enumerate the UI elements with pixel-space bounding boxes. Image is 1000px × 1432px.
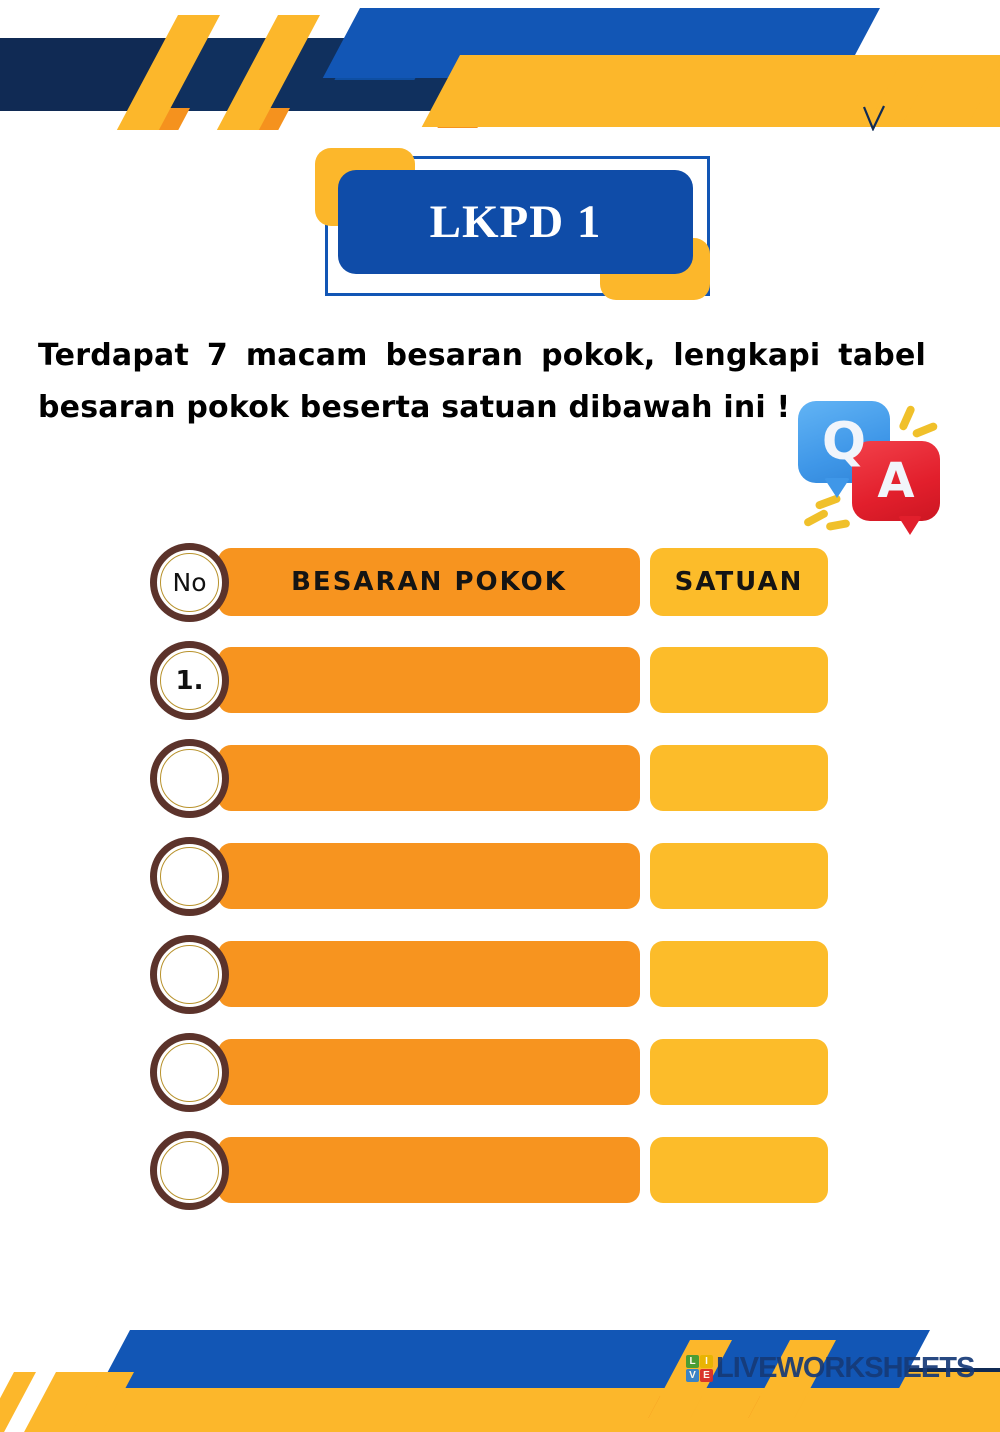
unit-answer-field[interactable] (650, 1039, 828, 1105)
page-title: LKPD 1 (429, 196, 602, 248)
quantity-answer-field[interactable] (218, 647, 640, 713)
title-badge: LKPD 1 (310, 148, 715, 300)
besaran-pokok-table: No BESARAN POKOK SATUAN 1. (150, 543, 828, 1229)
header-unit-label: SATUAN (674, 567, 804, 597)
qa-sticker: Q A (790, 393, 955, 535)
circle-inner-ring (160, 847, 219, 906)
table-row (150, 837, 828, 916)
table-row (150, 1033, 828, 1112)
sparkle-icon (898, 404, 916, 432)
unit-answer-field[interactable] (650, 745, 828, 811)
circle-inner-ring (160, 1043, 219, 1102)
table-row (150, 1131, 828, 1210)
logo-tile-l: L (686, 1355, 699, 1368)
quantity-answer-field[interactable] (218, 1137, 640, 1203)
logo-tile-v: V (686, 1369, 699, 1382)
unit-answer-field[interactable] (650, 843, 828, 909)
row-number-label: 1. (175, 665, 204, 696)
table-row (150, 935, 828, 1014)
header-unit-cell: SATUAN (650, 548, 828, 616)
circle-inner-ring (160, 749, 219, 808)
table-header-row: No BESARAN POKOK SATUAN (150, 543, 828, 622)
checkmark-icon (862, 105, 885, 131)
title-box: LKPD 1 (338, 170, 693, 274)
header-quantity-label: BESARAN POKOK (291, 567, 567, 597)
liveworksheets-logo-tiles: L I V E (686, 1355, 713, 1382)
row-number-circle (150, 739, 229, 818)
instruction-line-2: besaran pokok beserta satuan dibawah ini… (38, 389, 791, 425)
quantity-answer-field[interactable] (218, 843, 640, 909)
quantity-answer-field[interactable] (218, 745, 640, 811)
row-number-circle (150, 1131, 229, 1210)
row-number-circle (150, 935, 229, 1014)
liveworksheets-logo: L I V E LIVEWORKSHEETS (686, 1352, 975, 1385)
unit-answer-field[interactable] (650, 941, 828, 1007)
quantity-answer-field[interactable] (218, 941, 640, 1007)
circle-inner-ring (160, 945, 219, 1004)
sparkle-icon (825, 518, 851, 532)
table-row (150, 739, 828, 818)
instruction-text: Terdapat 7 macam besaran pokok, lengkapi… (38, 330, 930, 433)
liveworksheets-wordmark: LIVEWORKSHEETS (716, 1352, 975, 1384)
logo-tile-e: E (700, 1369, 713, 1382)
unit-answer-field[interactable] (650, 647, 828, 713)
row-number-circle (150, 1033, 229, 1112)
row-number-circle: 1. (150, 641, 229, 720)
question-letter: Q (821, 412, 867, 472)
table-row: 1. (150, 641, 828, 720)
circle-inner-ring (160, 1141, 219, 1200)
instruction-line-1: Terdapat 7 macam besaran pokok, lengkapi… (38, 338, 926, 373)
unit-answer-field[interactable] (650, 1137, 828, 1203)
header-no-circle: No (150, 543, 229, 622)
sparkle-icon (911, 421, 939, 439)
header-no-label: No (172, 568, 207, 597)
title-frame-outline (325, 156, 710, 296)
answer-letter: A (877, 453, 915, 509)
header-quantity-cell: BESARAN POKOK (218, 548, 640, 616)
answer-bubble-icon: A (852, 441, 940, 535)
quantity-answer-field[interactable] (218, 1039, 640, 1105)
logo-tile-i: I (700, 1355, 713, 1368)
row-number-circle (150, 837, 229, 916)
